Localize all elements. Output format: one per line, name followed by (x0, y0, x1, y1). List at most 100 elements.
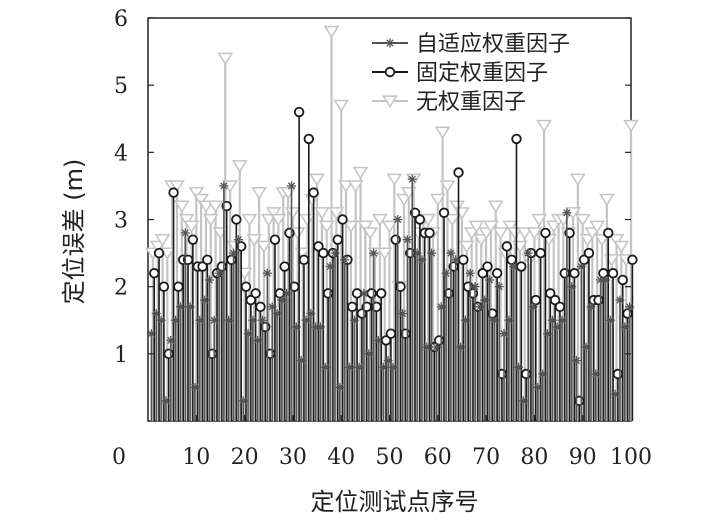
asterisk-marker (287, 181, 296, 191)
circle-marker (453, 167, 464, 178)
y-tick-label: 5 (114, 74, 128, 99)
circle-marker (477, 268, 488, 279)
circle-marker (535, 247, 546, 259)
asterisk-marker (166, 335, 176, 345)
asterisk-marker (378, 362, 388, 372)
circle-marker (482, 261, 493, 272)
series-layer (144, 25, 639, 421)
asterisk-marker (233, 235, 243, 245)
asterisk-marker (446, 248, 456, 258)
triangle-marker (434, 126, 451, 140)
circle-marker (168, 187, 179, 198)
asterisk-marker (253, 335, 263, 345)
asterisk-marker (528, 302, 538, 312)
asterisk-marker (180, 228, 190, 238)
triangle-marker (318, 220, 335, 234)
asterisk-marker (542, 329, 552, 339)
asterisk-marker (248, 315, 258, 325)
series-1 (149, 106, 638, 421)
triangle-marker (270, 213, 287, 227)
series-0 (144, 25, 639, 421)
triangle-marker (299, 213, 316, 227)
triangle-marker (584, 227, 601, 240)
asterisk-marker (204, 275, 214, 285)
triangle-marker (183, 220, 200, 234)
circle-marker (607, 268, 619, 279)
asterisk-marker (272, 309, 282, 319)
asterisk-marker (460, 315, 470, 325)
triangle-marker (545, 220, 562, 234)
asterisk-marker (504, 315, 514, 325)
circle-marker (298, 254, 310, 265)
x-tick-label: 20 (231, 445, 259, 470)
triangle-marker (285, 207, 301, 220)
x-tick-label: 40 (327, 445, 355, 470)
y-axis-title: 定位误差 (m) (60, 159, 88, 305)
triangle-marker (444, 213, 461, 227)
circle-marker (197, 261, 208, 272)
asterisk-marker (470, 282, 480, 292)
circle-marker (511, 133, 522, 145)
circle-marker (603, 227, 614, 239)
circle-marker (627, 254, 638, 265)
asterisk-marker (547, 315, 557, 325)
triangle-marker (198, 200, 214, 214)
asterisk-marker (385, 38, 395, 48)
asterisk-marker (175, 302, 185, 312)
x-tick-label: 0 (112, 445, 126, 470)
asterisk-marker (436, 302, 446, 312)
circle-marker (332, 234, 343, 245)
legend-item: 自适应权重因子 (372, 32, 570, 57)
asterisk-marker (591, 369, 601, 379)
triangle-marker (478, 227, 494, 240)
asterisk-marker (277, 295, 287, 305)
circle-marker (622, 308, 633, 319)
asterisk-marker (586, 302, 596, 312)
triangle-marker (396, 193, 412, 207)
circle-marker (322, 288, 334, 299)
asterisk-marker (219, 181, 229, 191)
circle-marker (318, 247, 329, 259)
legend-item: 无权重因子 (372, 90, 526, 115)
circle-marker (501, 241, 513, 252)
circle-marker (158, 281, 170, 292)
asterisk-marker (388, 362, 398, 372)
asterisk-marker (412, 248, 422, 258)
asterisk-marker (344, 362, 354, 372)
circle-marker (617, 274, 628, 286)
asterisk-marker (349, 315, 359, 325)
triangle-marker (386, 173, 403, 187)
circle-marker (414, 214, 426, 225)
asterisk-marker (214, 268, 224, 278)
asterisk-marker (538, 369, 548, 379)
y-tick-label: 4 (114, 141, 128, 166)
asterisk-marker (224, 315, 234, 325)
asterisk-marker (209, 315, 219, 325)
circle-marker (366, 288, 377, 299)
triangle-marker (531, 213, 548, 227)
circle-marker (173, 281, 184, 292)
triangle-marker (202, 213, 219, 227)
asterisk-marker (354, 362, 364, 372)
triangle-marker (188, 187, 205, 200)
circle-marker (245, 294, 257, 306)
x-tick-label: 70 (472, 445, 500, 470)
triangle-marker (594, 234, 610, 247)
asterisk-marker (417, 255, 427, 265)
triangle-marker (516, 227, 533, 240)
asterisk-marker (320, 362, 330, 372)
triangle-marker (149, 240, 166, 254)
circle-marker (337, 214, 348, 225)
asterisk-marker (620, 322, 630, 332)
triangle-marker (382, 95, 398, 108)
asterisk-marker (306, 309, 316, 319)
triangle-marker (579, 234, 596, 247)
triangle-marker (357, 220, 374, 234)
triangle-marker (463, 227, 480, 240)
triangle-marker (169, 180, 185, 193)
legend-label: 无权重因子 (416, 90, 526, 115)
asterisk-marker (451, 255, 461, 265)
asterisk-marker (200, 295, 210, 305)
circle-marker (593, 294, 604, 306)
